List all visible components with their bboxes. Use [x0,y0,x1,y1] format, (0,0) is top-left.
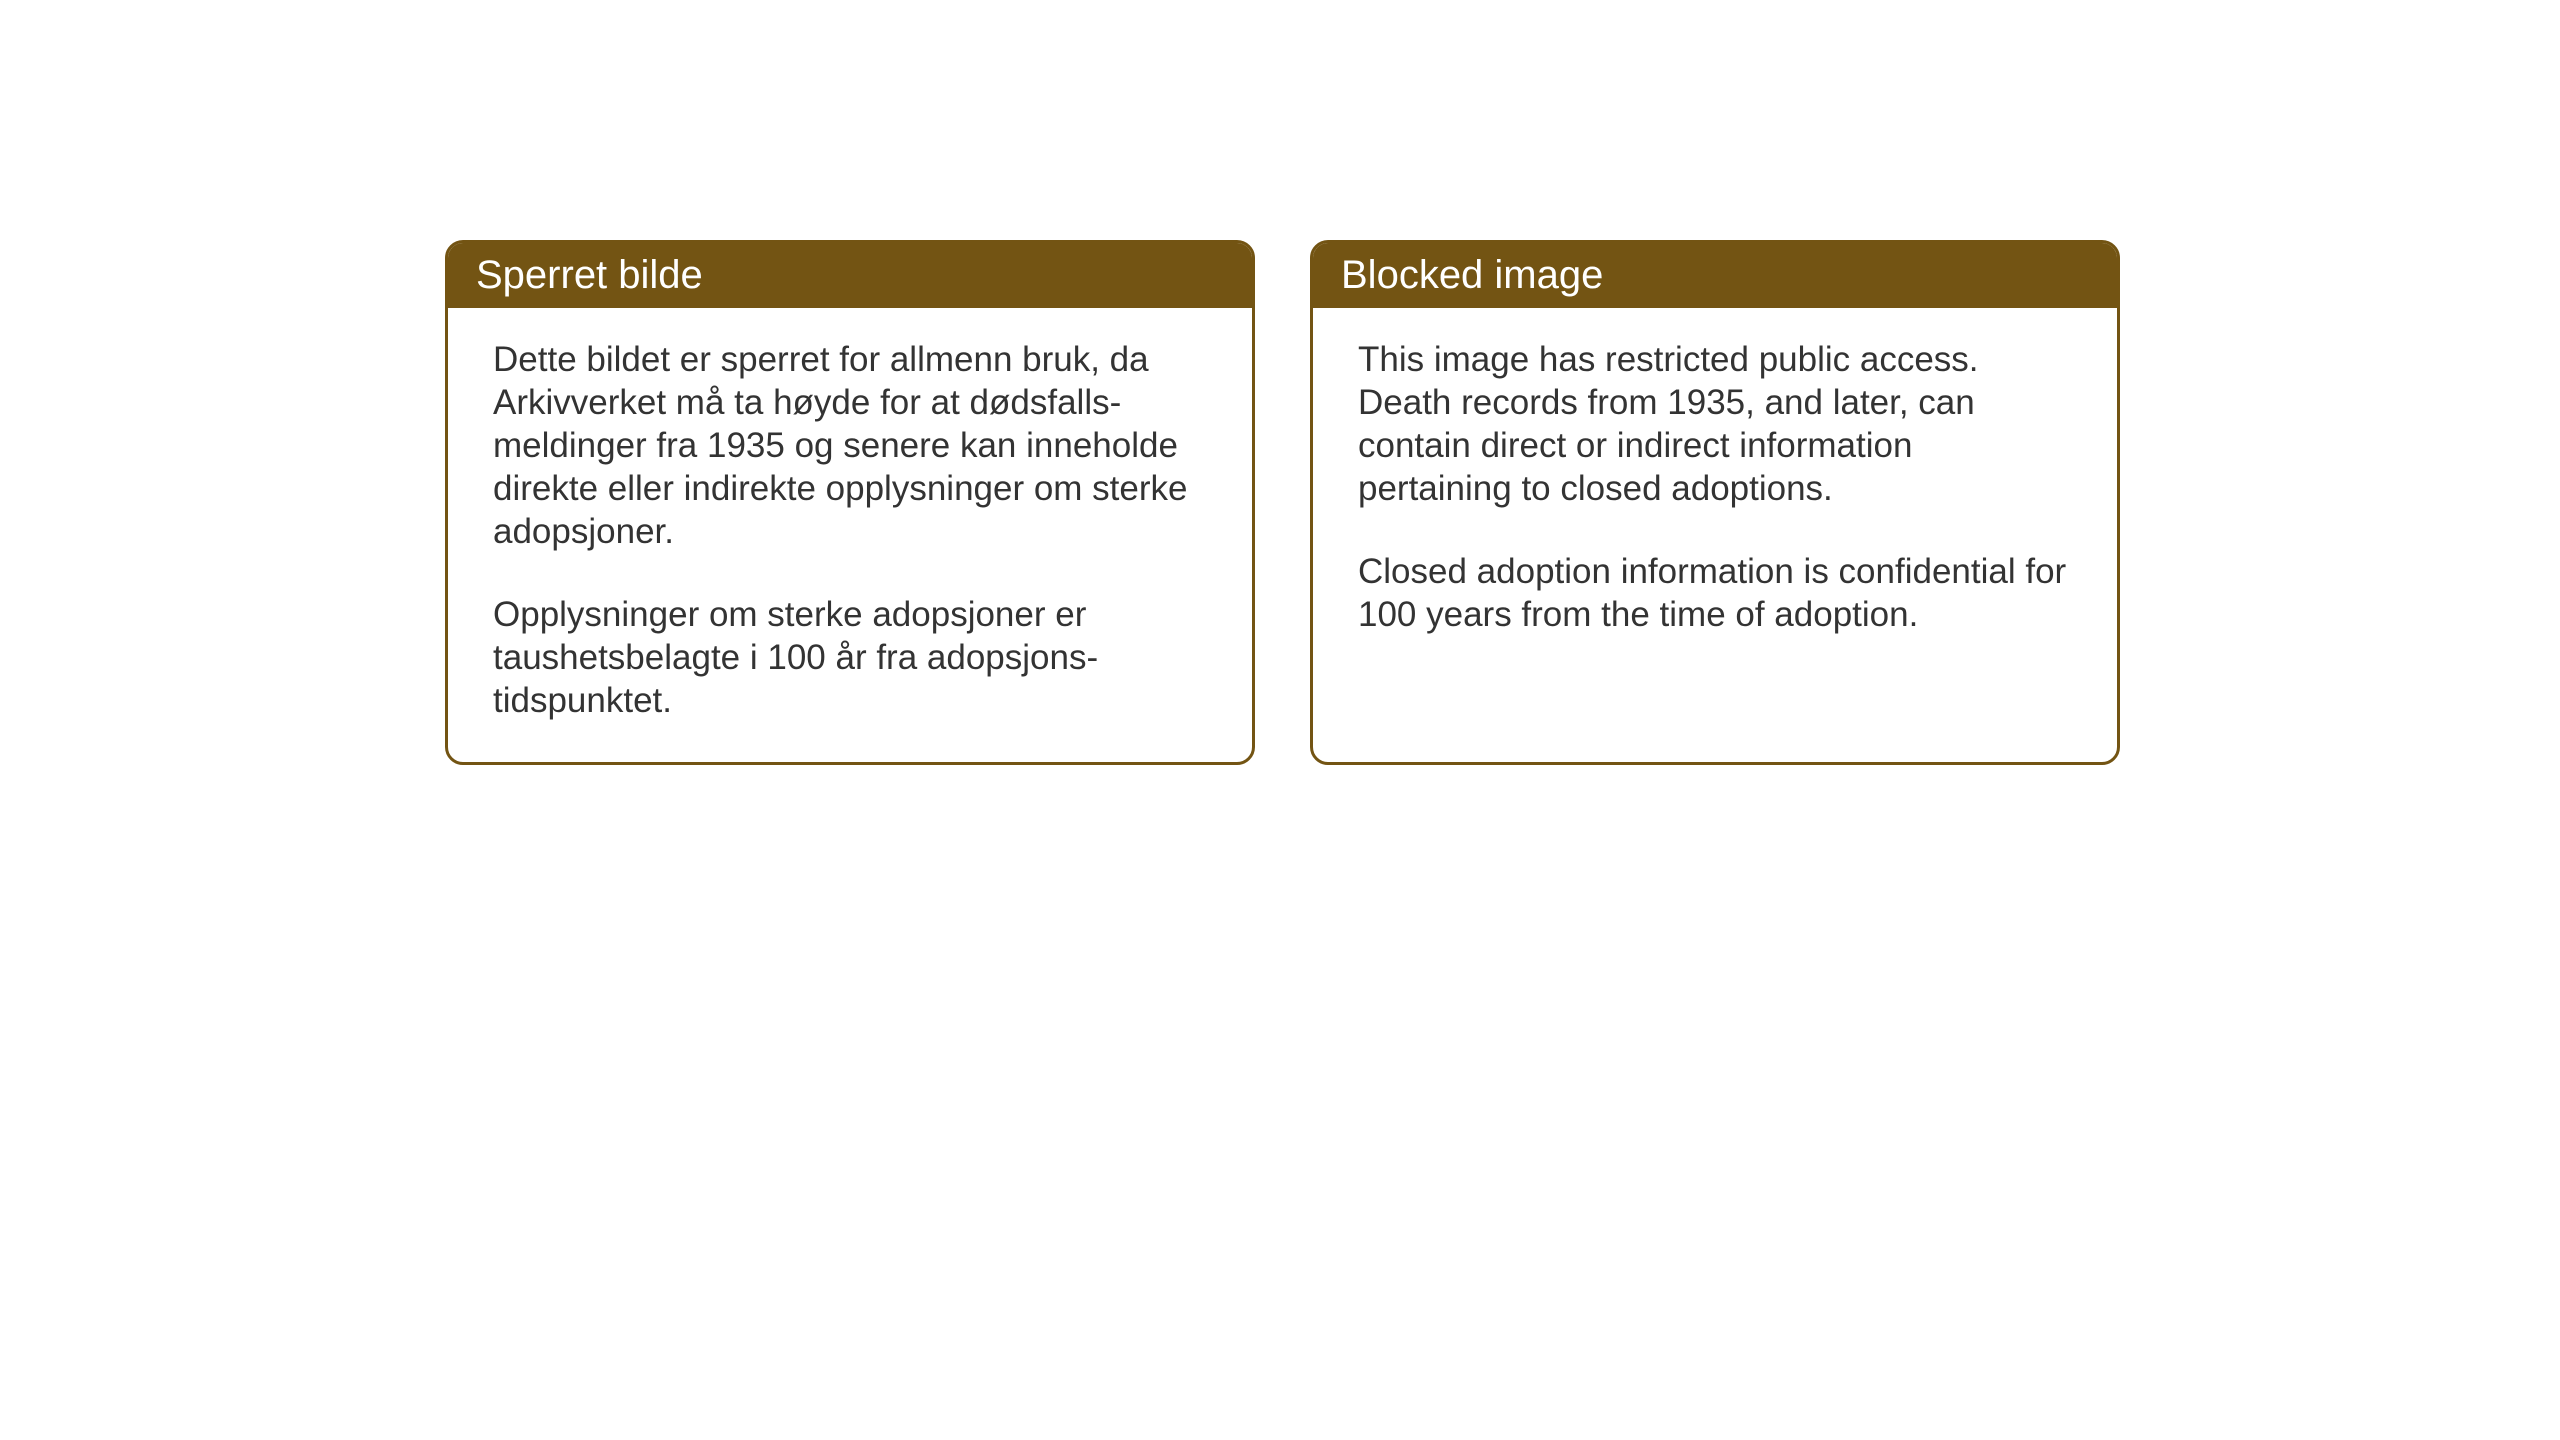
notice-container: Sperret bilde Dette bildet er sperret fo… [445,240,2120,765]
notice-header-norwegian: Sperret bilde [448,243,1252,308]
notice-paragraph: This image has restricted public access.… [1358,338,2072,510]
notice-card-english: Blocked image This image has restricted … [1310,240,2120,765]
notice-body-norwegian: Dette bildet er sperret for allmenn bruk… [448,308,1252,762]
notice-title: Blocked image [1341,253,1603,297]
notice-body-english: This image has restricted public access.… [1313,308,2117,728]
notice-card-norwegian: Sperret bilde Dette bildet er sperret fo… [445,240,1255,765]
notice-paragraph: Opplysninger om sterke adopsjoner er tau… [493,593,1207,722]
notice-title: Sperret bilde [476,253,703,297]
notice-header-english: Blocked image [1313,243,2117,308]
notice-paragraph: Closed adoption information is confident… [1358,550,2072,636]
notice-paragraph: Dette bildet er sperret for allmenn bruk… [493,338,1207,553]
